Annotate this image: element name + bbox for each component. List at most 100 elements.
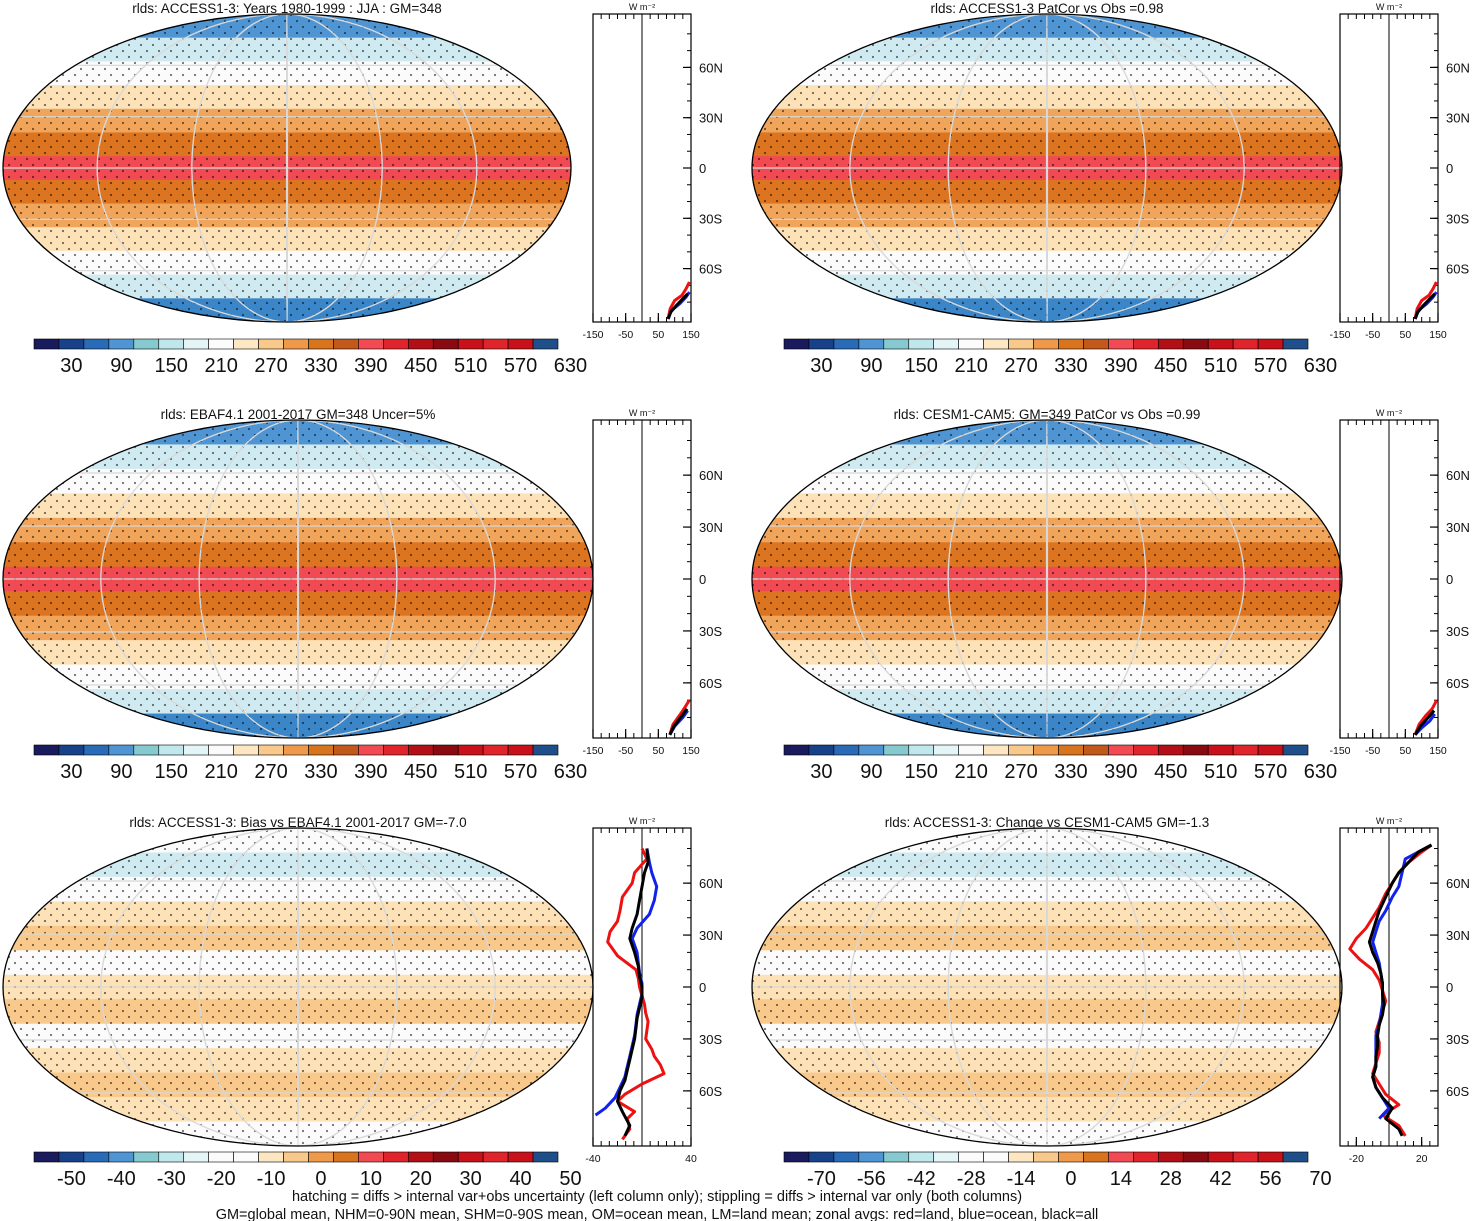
colorbar-label: 510	[454, 355, 487, 377]
colorbar-swatch	[407, 1151, 434, 1163]
zonal-xtick-label: 50	[652, 329, 664, 341]
graticule-lon	[285, 14, 289, 322]
colorbar-swatch	[158, 744, 185, 756]
zonal-lat-label: 30S	[699, 211, 722, 226]
colorbar-label: 270	[254, 355, 287, 377]
colorbar-label: 70	[1309, 1168, 1331, 1190]
colorbar-swatch	[958, 1151, 984, 1163]
colorbar-label: 570	[1254, 355, 1287, 377]
zonal-xtick-label: 150	[1429, 329, 1447, 341]
colorbar-swatch	[1083, 744, 1109, 756]
zonal-line-all	[666, 292, 689, 320]
colorbar-label: 20	[410, 1168, 432, 1190]
colorbar-swatch	[858, 338, 885, 350]
colorbar-swatch	[482, 744, 509, 756]
colorbar-swatch	[833, 338, 860, 350]
colorbar-label: 330	[1054, 355, 1087, 377]
colorbar-swatch	[933, 744, 959, 756]
zonal-xtick-label: -50	[1365, 745, 1380, 757]
panel-3: rlds: EBAF4.1 2001-2017 GM=348 Uncer=5% 3…	[2, 407, 723, 783]
colorbar-swatch	[983, 1151, 1009, 1163]
colorbar-swatch	[383, 744, 409, 756]
colorbar-label: 510	[454, 761, 487, 783]
colorbar-swatch	[457, 744, 484, 756]
colorbar-swatch	[333, 744, 359, 756]
colorbar-swatch	[208, 744, 234, 756]
zonal-lat-label: 30S	[1446, 1032, 1469, 1047]
colorbar-swatch	[1058, 1151, 1084, 1163]
map-field	[752, 828, 1342, 1146]
colorbar-swatch	[1133, 338, 1159, 350]
colorbar-swatch	[908, 1151, 935, 1163]
zonal-unit: W m⁻²	[1376, 816, 1402, 826]
graticule-lon	[96, 14, 478, 322]
zonal-xtick-label: 20	[1416, 1153, 1428, 1165]
panel-title: rlds: ACCESS1-3: Bias vs EBAF4.1 2001-20…	[129, 815, 466, 830]
graticule-lon	[296, 420, 300, 738]
colorbar-swatch	[183, 744, 209, 756]
colorbar-swatch	[958, 338, 984, 350]
colorbar-swatch	[783, 744, 810, 756]
panel-title: rlds: ACCESS1-3: Years 1980-1999 : JJA :…	[132, 1, 442, 16]
colorbar-label: 30	[460, 1168, 482, 1190]
colorbar-swatch	[507, 1151, 534, 1163]
colorbar-swatch	[133, 338, 160, 350]
colorbar-swatch	[1282, 1151, 1309, 1163]
zonal-lat-label: 30N	[699, 520, 723, 535]
colorbar-label: 150	[905, 761, 938, 783]
colorbar-swatch	[308, 744, 334, 756]
zonal-panel: W m⁻² -20 20 60N 30N 0 30S 60S	[1339, 816, 1470, 1165]
colorbar-swatch	[933, 338, 959, 350]
colorbar-label: 510	[1204, 355, 1237, 377]
colorbar-swatch	[1133, 1151, 1159, 1163]
graticule-lon	[1045, 828, 1049, 1146]
colorbar-swatch	[432, 744, 459, 756]
colorbar-swatch	[1033, 744, 1059, 756]
zonal-lat-label: 30N	[1446, 520, 1470, 535]
colorbar-label: 150	[905, 355, 938, 377]
colorbar-label: 450	[1154, 761, 1187, 783]
colorbar-label: 0	[315, 1168, 326, 1190]
colorbar-swatch	[358, 1151, 384, 1163]
map-field	[3, 828, 593, 1146]
colorbar-swatch	[133, 1151, 160, 1163]
colorbar-label: 630	[1304, 355, 1337, 377]
zonal-xtick-label: -20	[1349, 1153, 1364, 1165]
zonal-xtick-label: -50	[1365, 329, 1380, 341]
colorbar-label: 630	[1304, 761, 1337, 783]
colorbar-label: 90	[860, 761, 882, 783]
colorbar-swatch	[983, 338, 1009, 350]
zonal-panel: W m⁻² -150 -50 50 150 60N 30N 0 30S 60S	[582, 2, 722, 341]
colorbar-swatch	[383, 338, 409, 350]
colorbar-swatch	[1108, 744, 1134, 756]
colorbar-label: 30	[810, 761, 832, 783]
colorbar-label: 390	[354, 761, 387, 783]
colorbar-swatch	[1282, 744, 1309, 756]
colorbar-label: 630	[554, 761, 587, 783]
colorbar-swatch	[407, 744, 434, 756]
colorbar-label: 390	[1104, 355, 1137, 377]
colorbar-swatch	[908, 744, 935, 756]
colorbar-swatch	[58, 744, 85, 756]
graticule-lon	[296, 828, 300, 1146]
colorbar-swatch	[1008, 744, 1034, 756]
zonal-line-all	[1367, 843, 1433, 1137]
colorbar-swatch	[33, 338, 60, 350]
colorbar-swatch	[933, 1151, 959, 1163]
zonal-lat-label: 0	[699, 161, 706, 176]
colorbar-swatch	[432, 338, 459, 350]
colorbar-swatch	[1058, 338, 1084, 350]
colorbar-swatch	[1108, 1151, 1134, 1163]
zonal-line-all	[668, 707, 689, 736]
colorbar-label: 210	[204, 761, 237, 783]
colorbar-swatch	[858, 744, 885, 756]
panel-title: rlds: EBAF4.1 2001-2017 GM=348 Uncer=5%	[161, 407, 436, 422]
colorbar-label: 40	[509, 1168, 531, 1190]
zonal-xtick-label: -150	[1329, 329, 1350, 341]
zonal-line-all	[1413, 292, 1436, 320]
colorbar-swatch	[808, 338, 835, 350]
panel-5: rlds: ACCESS1-3: Bias vs EBAF4.1 2001-20…	[2, 815, 723, 1190]
zonal-xtick-label: -50	[618, 329, 633, 341]
zonal-lat-label: 30S	[1446, 211, 1469, 226]
graticule-lon	[191, 14, 383, 322]
